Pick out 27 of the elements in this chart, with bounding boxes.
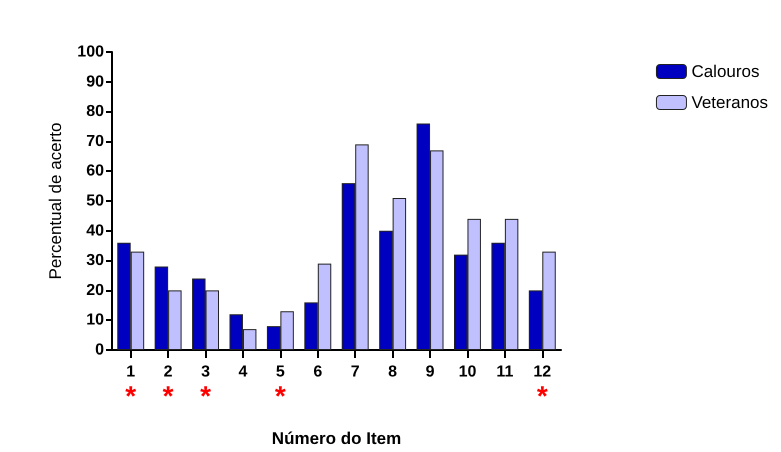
- x-axis-title: Número do Item: [272, 429, 402, 448]
- y-tick-label: 90: [86, 73, 104, 90]
- x-tick-label: 2 *: [162, 364, 174, 412]
- legend-label: Veteranos: [691, 93, 768, 112]
- y-tick-label: 30: [86, 252, 104, 270]
- y-tick-label: 10: [86, 312, 104, 329]
- x-tick-label: 7: [350, 364, 360, 380]
- y-tick-label: 60: [86, 162, 104, 180]
- x-tick-label: 12 *: [533, 364, 552, 412]
- y-tick-label: 50: [86, 192, 104, 210]
- y-tick-label: 20: [86, 282, 104, 299]
- x-tick-label: 8: [388, 364, 398, 380]
- x-tick-label: 1 *: [125, 364, 136, 412]
- x-tick-label: 5 *: [274, 364, 286, 412]
- x-tick-label: 9: [426, 364, 435, 380]
- x-tick-label: 4: [238, 364, 248, 380]
- x-tick-label: 10: [458, 364, 476, 380]
- y-tick-label: 0: [95, 342, 104, 358]
- y-tick-label: 100: [77, 44, 104, 60]
- y-tick-label: 70: [86, 132, 104, 150]
- x-tick-label: 11: [496, 364, 514, 380]
- x-tick-label: 6: [313, 364, 322, 380]
- y-tick-label: 80: [86, 103, 104, 120]
- x-tick-label: 3 *: [200, 364, 212, 412]
- legend-label: Calouros: [691, 62, 760, 81]
- y-tick-label: 40: [86, 222, 104, 240]
- y-axis-title: Percentual de acerto: [46, 122, 65, 280]
